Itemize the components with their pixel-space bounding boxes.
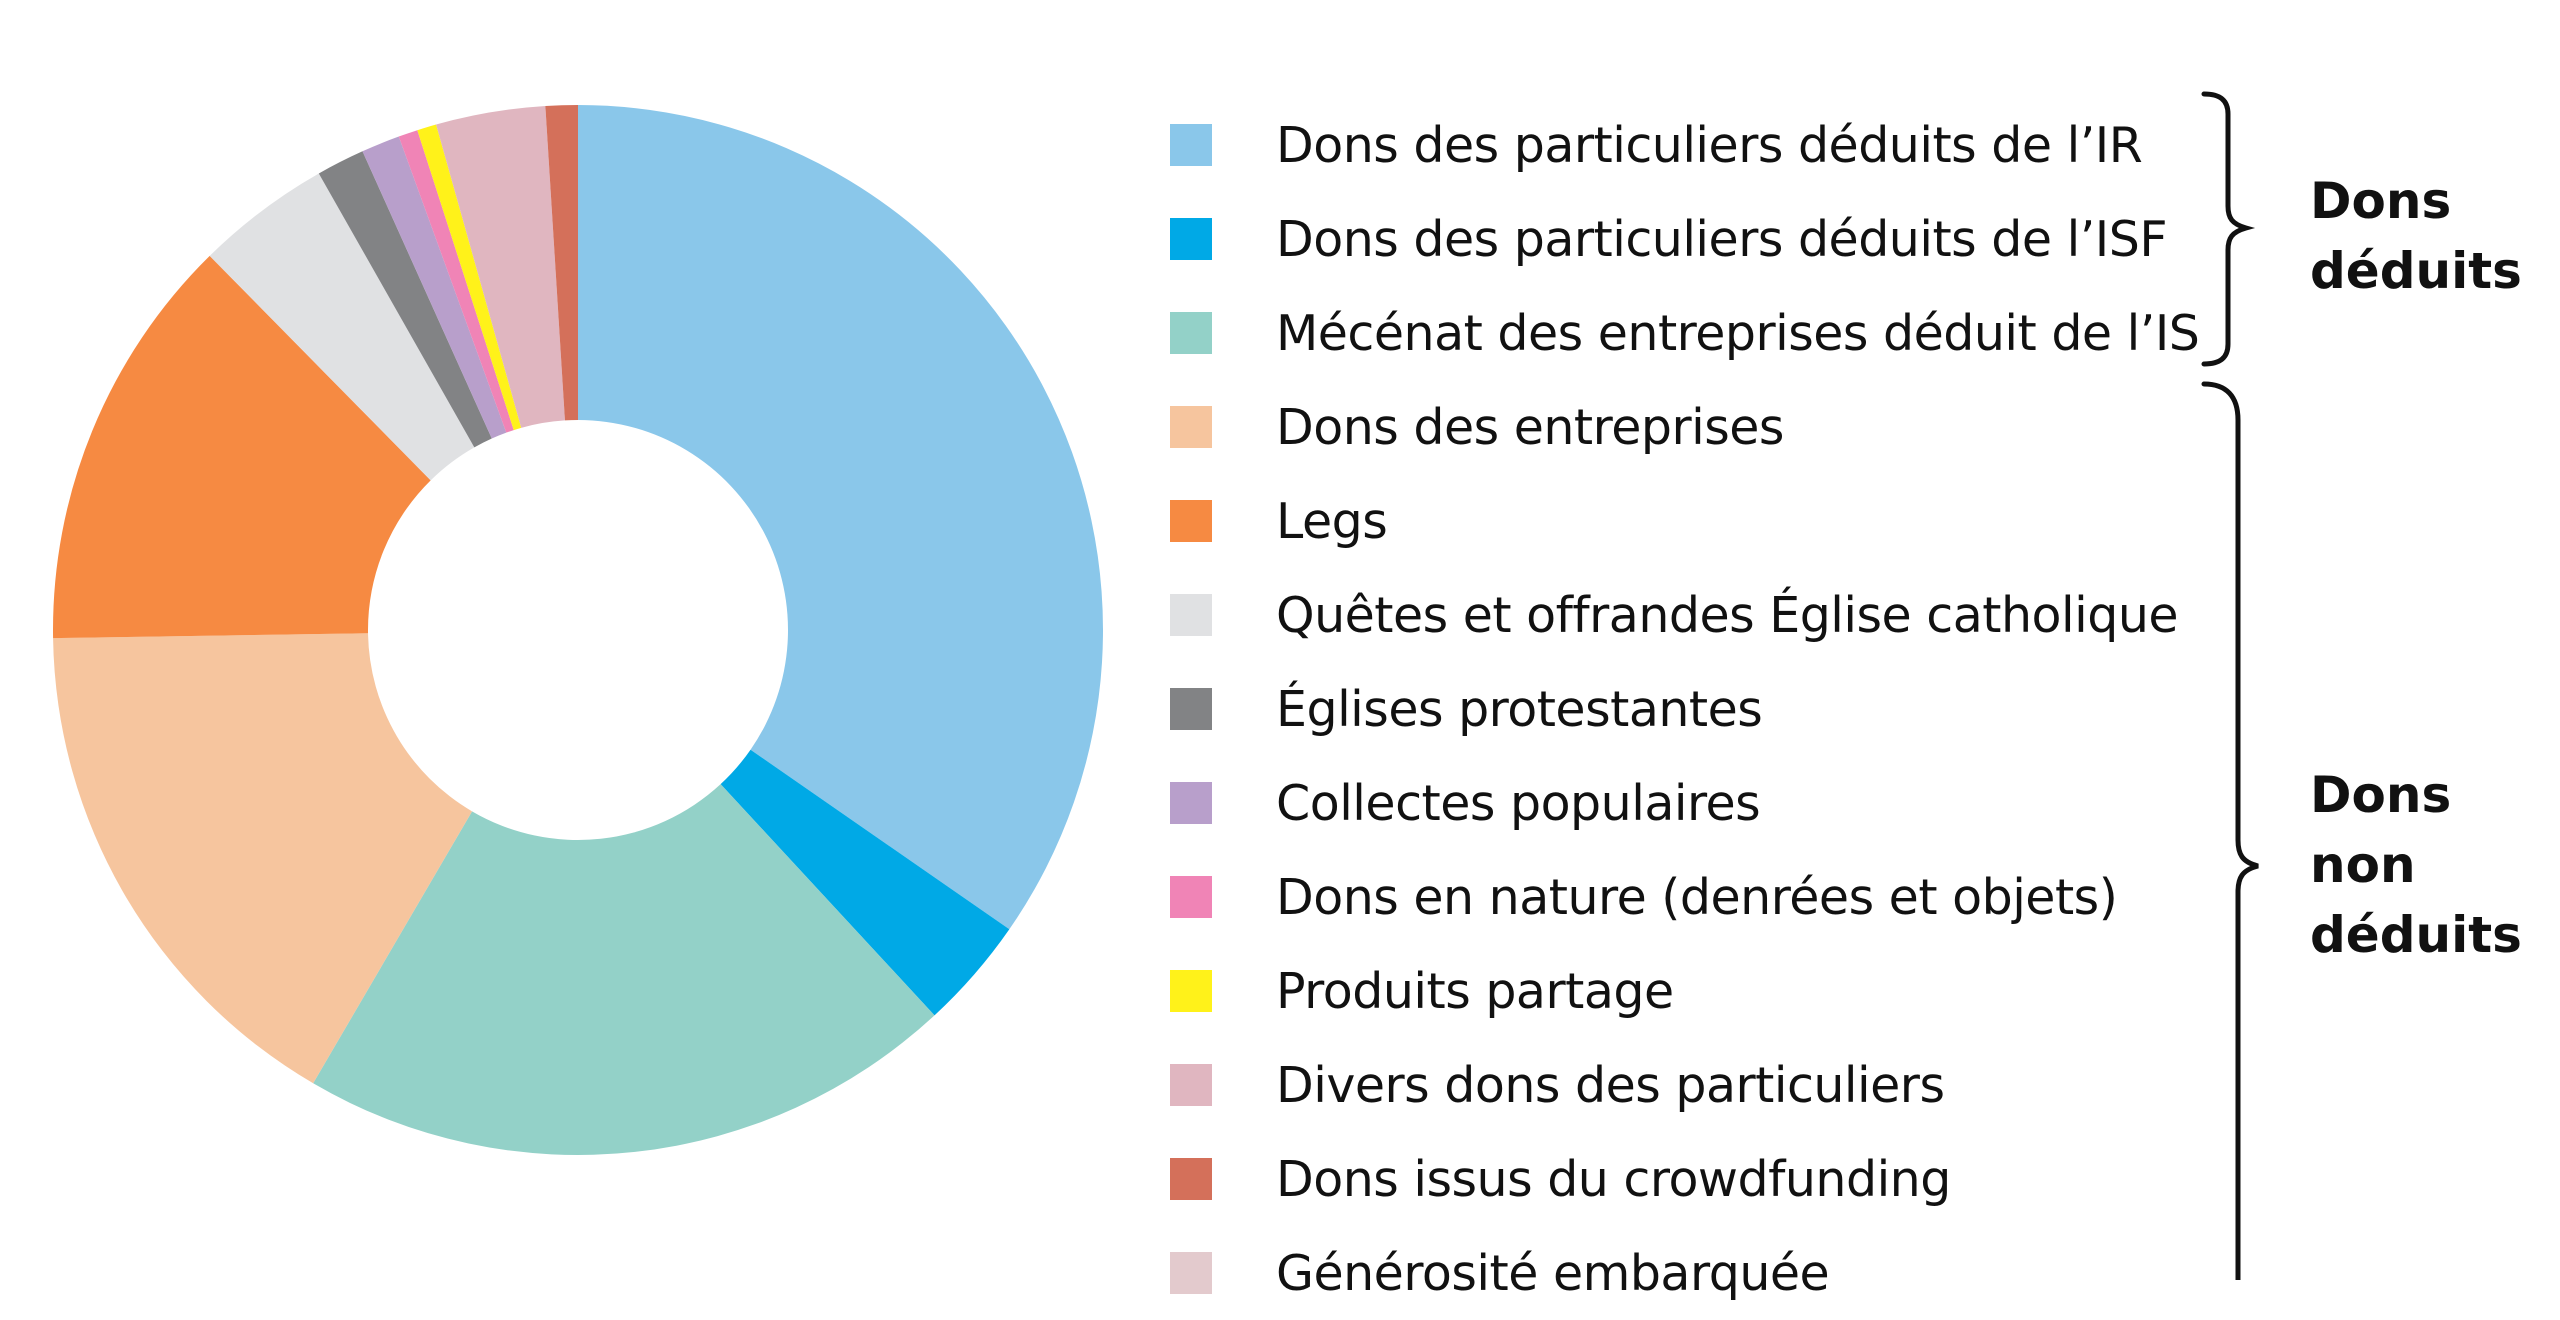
donut-slice <box>209 173 475 481</box>
legend-item: Collectes populaires <box>1170 756 2199 850</box>
legend-label: Divers dons des particuliers <box>1276 1056 1945 1114</box>
donut-chart <box>53 105 1103 1155</box>
legend-swatch <box>1170 970 1212 1012</box>
legend-item: Produits partage <box>1170 944 2199 1038</box>
legend-swatch <box>1170 594 1212 636</box>
legend-swatch <box>1170 218 1212 260</box>
legend-item: Dons des particuliers déduits de l’ISF <box>1170 192 2199 286</box>
legend-swatch <box>1170 1158 1212 1200</box>
donut-slice <box>417 124 522 431</box>
legend-label: Dons en nature (denrées et objets) <box>1276 868 2118 926</box>
donut-slice <box>398 130 514 433</box>
legend-label: Églises protestantes <box>1276 680 1763 738</box>
legend-item: Mécénat des entreprises déduit de l’IS <box>1170 286 2200 380</box>
legend-label: Dons des particuliers déduits de l’IR <box>1276 116 2143 174</box>
legend-item: Dons en nature (denrées et objets) <box>1170 850 2199 944</box>
legend-label: Dons des entreprises <box>1276 398 1784 456</box>
brace-dons-non-deduits <box>2201 381 2259 1280</box>
legend-swatch <box>1170 500 1212 542</box>
legend-swatch <box>1170 688 1212 730</box>
donut-slice <box>436 106 565 428</box>
donut-slice <box>318 151 492 448</box>
legend-swatch <box>1170 782 1212 824</box>
donut-slice <box>362 136 507 439</box>
legend-swatch <box>1170 1064 1212 1106</box>
legend-label: Dons des particuliers déduits de l’ISF <box>1276 210 2168 268</box>
legend-swatch <box>1170 124 1212 166</box>
group-label-dons-non-deduits: Dons non déduits <box>2310 766 2522 964</box>
donut-slice <box>313 784 935 1155</box>
legend-item: Legs <box>1170 474 2199 568</box>
legend-item: Dons des particuliers déduits de l’IR <box>1170 98 2199 192</box>
legend: Dons des particuliers déduits de l’IR Do… <box>1170 98 2200 1320</box>
legend-item: Églises protestantes <box>1170 662 2199 756</box>
group-braces <box>2201 91 2259 1280</box>
donut-slice <box>53 633 473 1084</box>
legend-item: Dons des entreprises <box>1170 380 2199 474</box>
legend-label: Quêtes et offrandes Église catholique <box>1276 586 2179 644</box>
legend-label: Produits partage <box>1276 962 1674 1020</box>
donut-slice <box>720 749 1010 1016</box>
group-label-dons-deduits: Dons déduits <box>2310 172 2522 300</box>
legend-item: Quêtes et offrandes Église catholique <box>1170 568 2199 662</box>
legend-item: Dons issus du crowdfunding <box>1170 1132 2199 1226</box>
legend-label: Mécénat des entreprises déduit de l’IS <box>1276 304 2200 362</box>
donut-slice <box>578 105 1103 930</box>
legend-swatch <box>1170 876 1212 918</box>
legend-swatch <box>1170 312 1212 354</box>
legend-label: Dons issus du crowdfunding <box>1276 1150 1951 1208</box>
legend-label: Collectes populaires <box>1276 774 1761 832</box>
chart-stage: Dons des particuliers déduits de l’IR Do… <box>53 91 2522 1302</box>
donut-slice <box>545 105 578 421</box>
donut-slice <box>53 255 431 639</box>
brace-dons-deduits <box>2201 91 2256 367</box>
legend-item: Divers dons des particuliers <box>1170 1038 2199 1132</box>
legend-swatch <box>1170 406 1212 448</box>
legend-label: Legs <box>1276 492 1388 550</box>
